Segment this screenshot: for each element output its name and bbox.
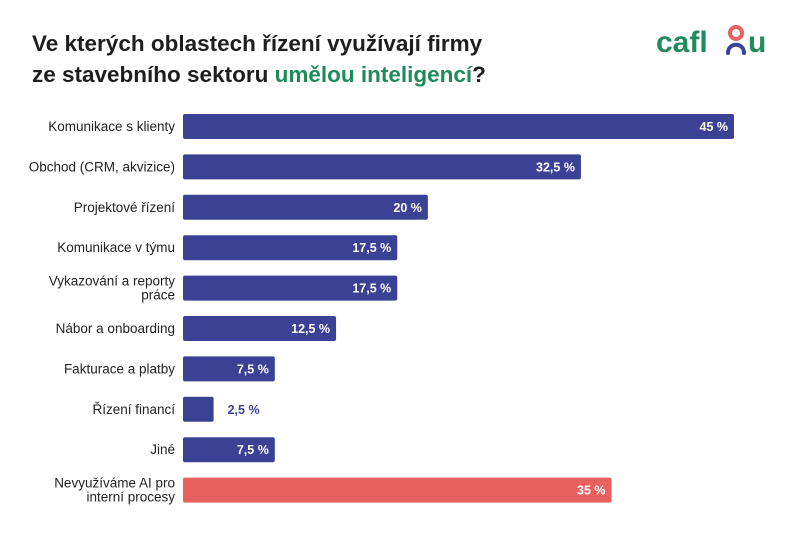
bar-8	[183, 437, 275, 463]
bar-6	[183, 356, 275, 382]
bar-2	[183, 194, 428, 220]
category-label-6: Fakturace a platby	[64, 361, 175, 376]
title-line-2-suffix: ?	[472, 62, 486, 87]
title-line-2-prefix: ze stavebního sektoru	[32, 62, 275, 87]
logo-wordmark: cafl	[656, 26, 708, 59]
value-label-7: 2,5 %	[228, 403, 260, 417]
category-label-5: Nábor a onboarding	[56, 321, 175, 336]
bar-9	[183, 477, 612, 503]
category-label-7: Řízení financí	[92, 402, 175, 417]
logo-wordmark-end: u	[748, 26, 766, 59]
value-label-1: 32,5 %	[536, 160, 575, 174]
logo-figure-icon	[726, 25, 746, 55]
value-label-9: 35 %	[577, 484, 606, 498]
bar-1	[183, 154, 581, 180]
title-line-1: Ve kterých oblastech řízení využívají fi…	[32, 31, 483, 56]
category-label-1: Obchod (CRM, akvizice)	[29, 159, 175, 174]
bar-4	[183, 275, 398, 301]
value-label-4: 17,5 %	[352, 282, 391, 296]
value-label-8: 7,5 %	[237, 443, 269, 457]
category-label-8: Jiné	[150, 442, 175, 457]
bar-3	[183, 235, 398, 261]
title-highlight: umělou inteligencí	[274, 62, 473, 87]
category-label-3: Komunikace v týmu	[57, 240, 175, 255]
value-label-3: 17,5 %	[352, 241, 391, 255]
bar-0	[183, 114, 734, 139]
value-label-2: 20 %	[393, 201, 422, 215]
caflou-logo: cafl u	[656, 25, 766, 59]
category-label-9: Nevyužíváme AI pro interní procesy	[54, 476, 175, 505]
value-label-5: 12,5 %	[291, 322, 330, 336]
bar-5	[183, 316, 337, 341]
value-label-6: 7,5 %	[237, 362, 269, 376]
bar-7	[183, 396, 214, 422]
category-label-0: Komunikace s klienty	[48, 119, 175, 134]
chart-title: Ve kterých oblastech řízení využívají fi…	[32, 28, 592, 90]
category-label-4: Vykazování a reporty práce	[49, 274, 176, 303]
category-label-2: Projektové řízení	[74, 200, 176, 215]
value-label-0: 45 %	[700, 120, 729, 134]
